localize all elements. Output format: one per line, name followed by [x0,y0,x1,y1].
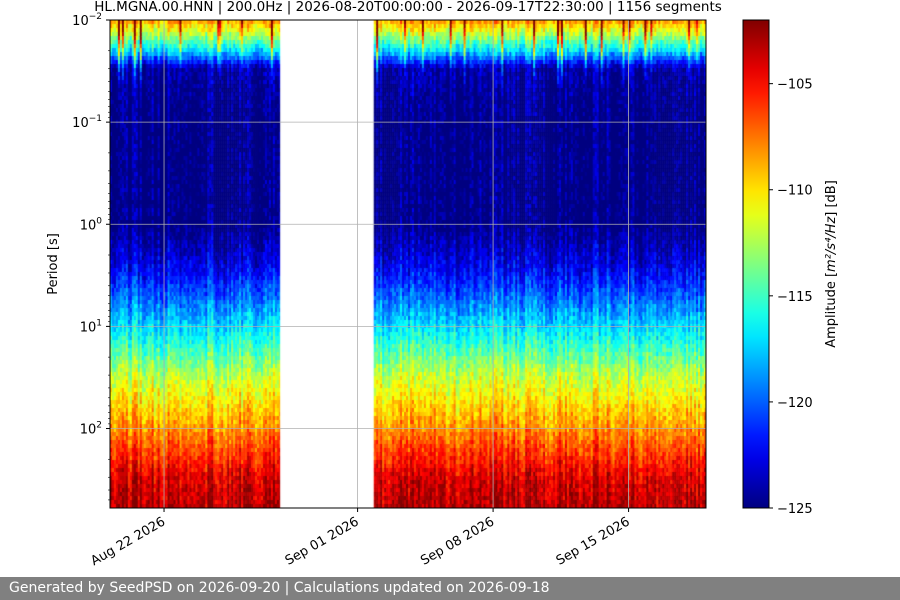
y-tick-label: 102 [80,421,102,438]
y-tick-label: 101 [80,318,102,335]
psd-spectrogram-chart: HL.MGNA.00.HNN | 200.0Hz | 2026-08-20T00… [46,0,839,569]
x-tick-label: Sep 08 2026 [418,514,497,568]
y-tick-label: 10−1 [72,114,102,131]
plot-frame [109,19,707,509]
colorbar-label: Amplitude [m²/s⁴/Hz] [dB] [824,180,839,348]
colorbar-tick-label: −115 [777,290,813,305]
colorbar: −105 −110 −115 −120 −125 Amplitude [m²/s⁴/Hz]… [742,19,839,517]
y-axis-label: Period [s] [46,233,61,295]
colorbar-tick-label: −120 [777,396,813,411]
heatmap-image [110,20,706,508]
footer-bar: Generated by SeedPSD on 2026-09-20 | Cal… [0,577,900,600]
heatmap-layer [110,20,706,508]
x-axis: Aug 22 2026 Sep 01 2026 Sep 08 2026 Sep 15 … [88,508,633,569]
x-tick-label: Aug 22 2026 [88,514,168,569]
y-tick-label: 100 [80,216,103,233]
colorbar-tick-label: −125 [777,502,813,517]
y-tick-label: 10−2 [72,12,102,29]
colorbar-tick-label: −105 [777,78,813,93]
colorbar-gradient [742,19,770,509]
x-tick-label: Sep 01 2026 [283,514,362,568]
chart-title: HL.MGNA.00.HNN | 200.0Hz | 2026-08-20T00… [94,0,722,15]
grid-layer [110,19,706,508]
footer-text: Generated by SeedPSD on 2026-09-20 | Cal… [9,580,550,596]
x-tick-label: Sep 15 2026 [554,514,633,568]
colorbar-tick-label: −110 [777,184,813,199]
y-axis: 10−2 10−1 100 101 102 [72,12,110,501]
